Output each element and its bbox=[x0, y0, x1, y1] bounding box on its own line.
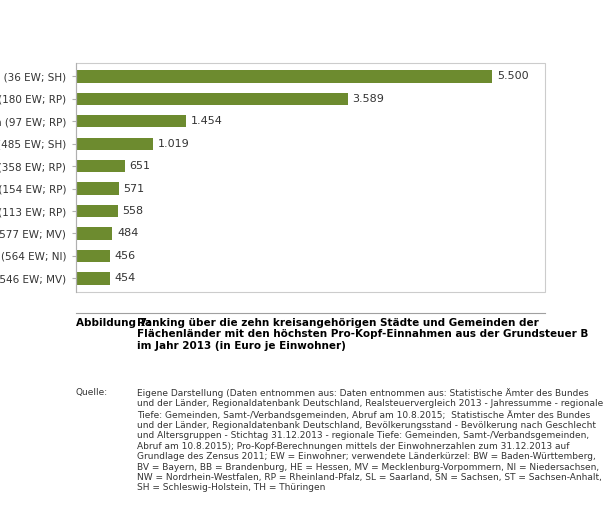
Text: 571: 571 bbox=[124, 184, 145, 194]
Text: 558: 558 bbox=[122, 206, 144, 216]
Bar bbox=[76, 115, 186, 128]
Bar bbox=[76, 63, 545, 292]
Text: 1.019: 1.019 bbox=[158, 139, 189, 149]
Bar bbox=[76, 138, 153, 150]
Text: 5.500: 5.500 bbox=[497, 71, 528, 81]
Bar bbox=[76, 70, 492, 82]
Bar bbox=[76, 160, 125, 172]
Text: Quelle:: Quelle: bbox=[76, 388, 108, 397]
Text: Ranking über die zehn kreisangehörigen Städte und Gemeinden der Flächenländer mi: Ranking über die zehn kreisangehörigen S… bbox=[137, 318, 588, 351]
Text: 3.589: 3.589 bbox=[352, 94, 384, 104]
Bar bbox=[76, 227, 113, 240]
Text: Eigene Darstellung (Daten entnommen aus: Daten entnommen aus: Statistische Ämter: Eigene Darstellung (Daten entnommen aus:… bbox=[137, 388, 603, 492]
Text: 484: 484 bbox=[117, 228, 138, 238]
Bar bbox=[76, 93, 348, 105]
Text: 651: 651 bbox=[130, 161, 151, 171]
Text: 456: 456 bbox=[115, 251, 136, 261]
Bar bbox=[76, 272, 110, 285]
Bar bbox=[76, 183, 119, 195]
Bar bbox=[76, 205, 118, 217]
Text: 454: 454 bbox=[115, 274, 136, 284]
Bar bbox=[76, 250, 110, 262]
Text: 1.454: 1.454 bbox=[190, 117, 222, 127]
Text: Abbildung 7:: Abbildung 7: bbox=[76, 318, 151, 328]
